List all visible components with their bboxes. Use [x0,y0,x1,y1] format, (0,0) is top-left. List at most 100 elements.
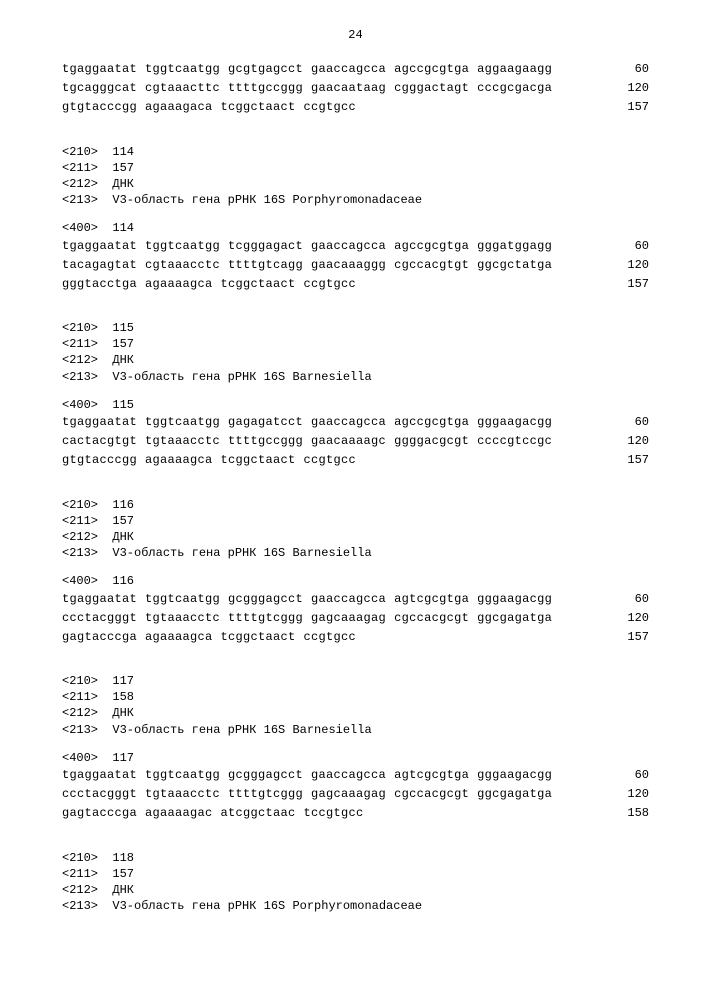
sequence-group: tggtcaatgg [145,237,220,256]
sequence-group: cgtaaacttc [145,79,220,98]
sequence-line: tgaggaatat tggtcaatgg tcgggagact gaaccagcca… [62,237,649,256]
sequence-group: agccgcgtga [394,237,469,256]
sequence-group: ggcgctatga [477,256,552,275]
sequence-line: tgaggaatattggtcaatgggcgggagcctgaaccagcca… [62,590,649,609]
sequence-group: gcgggagcct [228,590,303,609]
position-number: 120 [619,256,649,275]
sequence-group: gagtacccga [62,804,137,823]
sequence-group: gggaagacgg [477,590,552,609]
sequence-line: tgaggaatattggtcaatgggcgggagcctgaaccagcca… [62,766,649,785]
sequence-group: atcggctaac [221,804,296,823]
spacer [62,294,649,320]
sequence-group: tcggctaact [221,628,296,647]
sequence-group: cgtaaacctc [145,256,220,275]
meta-line: <211> 157 [62,160,649,176]
sequence-group: gaaccagcca [311,766,386,785]
sequence-groups: tgaggaatattggtcaatgggcgggagcctgaaccagcca… [62,590,552,609]
sequence-groups: tgaggaatattggtcaatgggcgtgagcctgaaccagcca… [62,60,552,79]
position-number: 60 [619,766,649,785]
sequence-group: gaaccagcca [311,60,386,79]
sequence-groups: ccctacgggttgtaaacctcttttgtcggggagcaaagag… [62,785,552,804]
position-number: 157 [619,451,649,470]
sequence-group: gagagatcct [228,413,303,432]
meta-line: <210> 118 [62,850,649,866]
sequence-group: gagcaaagag [311,609,386,628]
meta-line: <400> 117 [62,750,649,766]
meta-line: <210> 117 [62,673,649,689]
sequence-groups: tgaggaatattggtcaatgggcgggagcctgaaccagcca… [62,766,552,785]
position-number: 157 [619,98,649,117]
meta-line: <211> 157 [62,513,649,529]
sequence-group: agtcgcgtga [394,590,469,609]
sequence-group: cgggactagt [394,79,469,98]
sequence-group: cactacgtgt [62,432,137,451]
sequence-group: gtgtacccgg [62,98,137,117]
sequence-line: tacagagtatcgtaaacctcttttgtcagggaacaaaggg… [62,256,649,275]
content-area: tgaggaatattggtcaatgggcgtgagcctgaaccagcca… [62,60,649,914]
meta-line: <211> 157 [62,866,649,882]
sequence-group: aggaagaagg [477,60,552,79]
sequence-groups: cactacgtgttgtaaacctcttttgccggggaacaaaagc… [62,432,552,451]
meta-line: <210> 114 [62,144,649,160]
sequence-group: tgaggaatat [62,60,137,79]
sequence-group: tgcagggcat [62,79,137,98]
sequence-group: ttttgtcggg [228,785,303,804]
position-number: 120 [619,609,649,628]
meta-line: <400> 116 [62,573,649,589]
sequence-group: gtgtacccgg [62,451,137,470]
sequence-groups: ccctacgggttgtaaacctcttttgtcggggagcaaagag… [62,609,552,628]
sequence-group: ccccgtccgc [477,432,552,451]
sequence-group: agaaaagca [145,628,213,647]
sequence-line: gagtacccgaagaaaagacatcggctaactccgtgcc158 [62,804,649,823]
sequence-line: ccctacgggttgtaaacctcttttgtcggggagcaaagag… [62,785,649,804]
sequence-group: ggggacgcgt [394,432,469,451]
sequence-line: cactacgtgttgtaaacctcttttgccggggaacaaaagc… [62,432,649,451]
position-number: 157 [619,275,649,294]
meta-line: <400> 114 [62,220,649,236]
sequence-group: tggtcaatgg [145,766,220,785]
sequence-group: agaaagaca [145,98,213,117]
meta-line: <210> 116 [62,497,649,513]
sequence-groups: tgaggaatat tggtcaatgg tcgggagact gaaccagcca… [62,237,552,256]
sequence-group: agaaaagca [145,451,213,470]
sequence-group: gaacaataag [311,79,386,98]
sequence-group: ccgtgcc [304,275,357,294]
spacer [62,824,649,850]
sequence-groups: gggtacctgaagaaaagcatcggctaactccgtgcc [62,275,356,294]
sequence-group: tcgggagact [228,237,303,256]
meta-line: <212> ДНК [62,882,649,898]
sequence-group: agaaaagca [145,275,213,294]
sequence-group: ttttgccggg [228,79,303,98]
sequence-group: tacagagtat [62,256,137,275]
sequence-group: gggaagacgg [477,766,552,785]
sequence-group: cccgcgacga [477,79,552,98]
sequence-group: tgtaaacctc [145,785,220,804]
sequence-group: tgtaaacctc [145,432,220,451]
sequence-line: gagtacccgaagaaaagcatcggctaactccgtgcc157 [62,628,649,647]
sequence-group: ggcgagatga [477,785,552,804]
sequence-line: ccctacgggttgtaaacctcttttgtcggggagcaaagag… [62,609,649,628]
sequence-group: ggcgagatga [477,609,552,628]
meta-line: <213> V3-область гена рРНК 16S Porphyrom… [62,192,649,208]
meta-line: <211> 158 [62,689,649,705]
sequence-group: tggtcaatgg [145,413,220,432]
sequence-group: tcggctaact [221,98,296,117]
sequence-groups: tgcagggcat cgtaaacttc ttttgccggg gaacaataag… [62,79,552,98]
sequence-group: gggtacctga [62,275,137,294]
sequence-group: agaaaagac [145,804,213,823]
meta-line: <213> V3-область гена рРНК 16S Porphyrom… [62,898,649,914]
sequence-group: gagcaaagag [311,785,386,804]
sequence-group: tgaggaatat [62,237,137,256]
sequence-groups: gtgtacccggagaaagacatcggctaactccgtgcc [62,98,356,117]
spacer [62,561,649,573]
meta-line: <210> 115 [62,320,649,336]
sequence-group: tgtaaacctc [145,609,220,628]
position-number: 157 [619,628,649,647]
sequence-group: gcgggagcct [228,766,303,785]
sequence-group: tggtcaatgg [145,60,220,79]
position-number: 120 [619,432,649,451]
sequence-group: gaaccagcca [311,237,386,256]
meta-line: <400> 115 [62,397,649,413]
spacer [62,471,649,497]
position-number: 60 [619,590,649,609]
